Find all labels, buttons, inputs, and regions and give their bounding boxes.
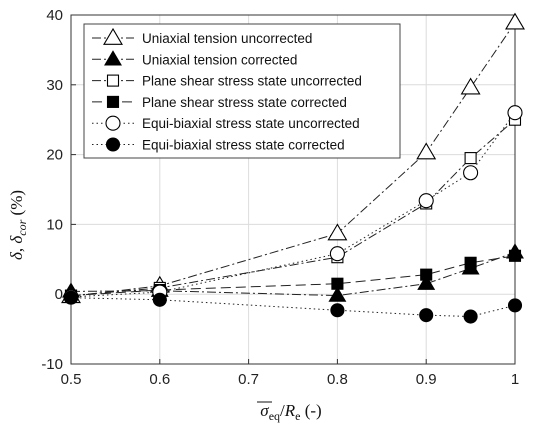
data-point (331, 277, 344, 290)
legend-entry: Plane shear stress state corrected (92, 95, 347, 110)
legend-marker (103, 27, 123, 45)
legend-label: Equi-biaxial stress state corrected (142, 138, 345, 153)
plot-area-frame (70, 14, 516, 365)
series-line (70, 297, 516, 318)
y-tick-label: 10 (46, 216, 63, 233)
legend-entry: Uniaxial tension uncorrected (92, 27, 312, 46)
x-tick-label: 0.5 (61, 371, 82, 388)
x-tick-label: 0.8 (327, 371, 348, 388)
legend-entry: Plane shear stress state uncorrected (92, 74, 362, 89)
axis-ticks: 0.5 0.6 0.7 0.8 0.9 1 -10 0 10 20 30 40 (41, 7, 519, 388)
legend-label: Uniaxial tension uncorrected (142, 31, 312, 46)
legend-entry: Uniaxial tension corrected (92, 50, 297, 67)
x-tick-label: 0.6 (149, 371, 170, 388)
series-line (70, 251, 516, 297)
legend-entry: Equi-biaxial stress state corrected (92, 137, 345, 153)
legend-label: Equi-biaxial stress state uncorrected (142, 116, 360, 131)
data-point (328, 286, 347, 302)
data-point (329, 246, 345, 262)
data-point (507, 298, 523, 313)
y-tick-label: 40 (46, 7, 63, 24)
series-line (70, 22, 516, 297)
series-4 (64, 249, 522, 302)
data-point (419, 308, 434, 323)
x-axis-title-text: σeq/Re (-) (260, 401, 321, 423)
data-point (327, 223, 348, 241)
legend-box (83, 23, 401, 159)
data-point (330, 303, 345, 318)
legend-label: Plane shear stress state corrected (142, 95, 347, 110)
x-axis-title: σeq/Re (-) (257, 401, 322, 423)
y-axis-title-text: δ, δcor (%) (7, 190, 29, 260)
legend-label: Plane shear stress state uncorrected (142, 74, 362, 89)
legend-marker (106, 74, 120, 87)
data-point (63, 290, 79, 305)
legend-entry: Equi-biaxial stress state uncorrected (92, 115, 360, 131)
legend-marker (104, 50, 122, 66)
data-point (464, 152, 477, 165)
y-tick-label: 30 (46, 77, 63, 94)
series-2 (62, 243, 524, 302)
series-line (70, 119, 516, 297)
data-point (420, 268, 433, 281)
x-tick-label: 1 (511, 371, 519, 388)
data-point (463, 309, 478, 324)
legend: Uniaxial tension uncorrected Uniaxial ten… (83, 23, 401, 159)
data-point (508, 249, 522, 262)
data-point (416, 142, 437, 160)
data-point (460, 77, 481, 95)
legend-marker (105, 115, 121, 131)
y-tick-label: -10 (41, 356, 63, 373)
series-6 (63, 290, 523, 324)
legend-marker (105, 137, 121, 152)
data-point (507, 105, 523, 121)
y-tick-label: 0 (55, 286, 63, 303)
data-point (505, 12, 525, 30)
x-tick-label: 0.7 (238, 371, 259, 388)
y-tick-label: 20 (46, 147, 63, 164)
legend-label: Uniaxial tension corrected (142, 52, 297, 67)
series-group (61, 12, 525, 324)
series-line (70, 255, 516, 297)
data-point (152, 292, 167, 307)
legend-marker (106, 95, 120, 108)
data-point (463, 165, 479, 181)
data-point (418, 193, 434, 209)
y-axis-title: δ, δcor (%) (7, 190, 29, 260)
x-tick-label: 0.9 (416, 371, 437, 388)
data-point (464, 256, 477, 269)
data-point (417, 274, 436, 290)
